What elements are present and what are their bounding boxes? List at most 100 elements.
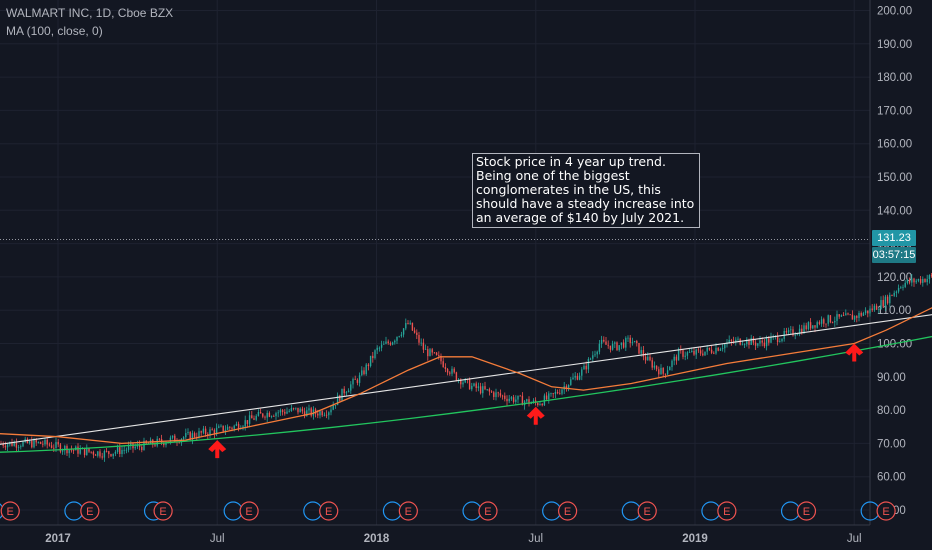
candle-body bbox=[97, 451, 99, 456]
candle-body bbox=[121, 450, 123, 454]
earnings-marker-label: E bbox=[803, 506, 810, 518]
candle-body bbox=[805, 325, 807, 330]
candle-body bbox=[702, 353, 704, 356]
candle-body bbox=[264, 416, 266, 418]
candle-body bbox=[17, 446, 20, 448]
candle-body bbox=[99, 451, 101, 457]
candle-body bbox=[728, 339, 730, 343]
indicator-title[interactable]: MA (100, close, 0) bbox=[6, 24, 103, 38]
candle-body bbox=[913, 278, 915, 283]
candle-body bbox=[754, 342, 757, 346]
candle-body bbox=[347, 390, 350, 393]
candle-body bbox=[427, 349, 429, 357]
candle-body bbox=[814, 325, 816, 328]
earnings-marker-label: E bbox=[644, 506, 651, 518]
candle-body bbox=[517, 395, 519, 400]
candle-body bbox=[182, 437, 185, 440]
candle-body bbox=[651, 360, 653, 368]
symbol-title[interactable]: WALMART INC, 1D, Cboe BZX bbox=[6, 6, 174, 20]
candle-body bbox=[226, 426, 229, 430]
candle-body bbox=[537, 403, 539, 406]
candle-body bbox=[442, 361, 444, 368]
earnings-marker bbox=[239, 501, 259, 521]
candle-body bbox=[444, 367, 447, 370]
candle-body bbox=[273, 416, 275, 417]
candle-body bbox=[231, 427, 233, 429]
candle-body bbox=[123, 449, 125, 451]
candle-body bbox=[306, 410, 308, 417]
dividend-marker bbox=[382, 501, 403, 521]
last-price-label: 131.23 bbox=[872, 230, 916, 246]
candle-body bbox=[574, 375, 576, 378]
earnings-marker-label: E bbox=[564, 506, 571, 518]
candle-body bbox=[625, 338, 627, 348]
candle-body bbox=[169, 437, 172, 442]
candle-body bbox=[545, 395, 548, 400]
candle-body bbox=[35, 439, 37, 443]
candle-body bbox=[809, 322, 812, 329]
candle-body bbox=[189, 432, 191, 440]
candle-body bbox=[550, 393, 552, 394]
candle-body bbox=[482, 386, 484, 394]
candle-body bbox=[556, 391, 559, 394]
candle-body bbox=[886, 296, 889, 304]
candle-body bbox=[765, 338, 768, 347]
candle-body bbox=[570, 379, 572, 385]
candle-body bbox=[640, 350, 642, 354]
x-tick-label: Jul bbox=[528, 533, 543, 545]
candle-body bbox=[112, 453, 114, 457]
candle-body bbox=[631, 342, 634, 344]
candle-body bbox=[596, 351, 598, 355]
candle-body bbox=[143, 440, 145, 451]
candle-body bbox=[706, 347, 708, 352]
y-tick-label: 120.00 bbox=[877, 272, 912, 284]
candle-body bbox=[288, 410, 290, 412]
dividend-marker bbox=[462, 501, 482, 521]
candle-body bbox=[31, 440, 33, 448]
candle-body bbox=[889, 294, 891, 304]
candle-body bbox=[735, 339, 737, 343]
candle-body bbox=[671, 360, 673, 368]
candle-body bbox=[110, 454, 112, 457]
candle-body bbox=[416, 332, 418, 335]
candle-body bbox=[222, 425, 224, 432]
candle-body bbox=[895, 291, 898, 293]
earnings-marker-label: E bbox=[405, 506, 412, 518]
candle-body bbox=[422, 342, 425, 350]
annotation-note[interactable]: Stock price in 4 year up trend. Being on… bbox=[472, 153, 700, 228]
countdown-label: 03:57:15 bbox=[872, 247, 916, 263]
candle-body bbox=[871, 308, 873, 311]
candle-body bbox=[424, 349, 427, 350]
candle-body bbox=[57, 441, 59, 445]
candle-body bbox=[365, 364, 367, 375]
candle-body bbox=[882, 300, 884, 307]
candle-body bbox=[559, 393, 561, 395]
y-tick-label: 190.00 bbox=[877, 39, 912, 51]
candle-body bbox=[919, 279, 922, 283]
y-tick-label: 110.00 bbox=[877, 305, 911, 317]
candle-body bbox=[127, 445, 130, 450]
candle-body bbox=[807, 322, 810, 330]
candle-body bbox=[684, 355, 686, 357]
earnings-marker bbox=[398, 501, 418, 521]
candle-body bbox=[776, 335, 779, 343]
candle-body bbox=[286, 411, 288, 414]
candle-body bbox=[891, 294, 893, 296]
candle-body bbox=[479, 386, 482, 394]
candle-body bbox=[873, 305, 876, 311]
y-tick-label: 80.00 bbox=[877, 405, 906, 417]
earnings-marker bbox=[557, 501, 578, 521]
candle-body bbox=[380, 344, 383, 348]
candle-body bbox=[125, 449, 128, 451]
candle-body bbox=[688, 351, 691, 353]
dividend-marker bbox=[542, 501, 562, 521]
candle-body bbox=[642, 350, 645, 357]
candle-body bbox=[396, 336, 398, 341]
candle-body bbox=[345, 392, 348, 394]
candle-body bbox=[796, 334, 799, 336]
candle-body bbox=[215, 427, 218, 435]
x-tick-label: Jul bbox=[847, 533, 862, 545]
candle-body bbox=[603, 339, 605, 342]
